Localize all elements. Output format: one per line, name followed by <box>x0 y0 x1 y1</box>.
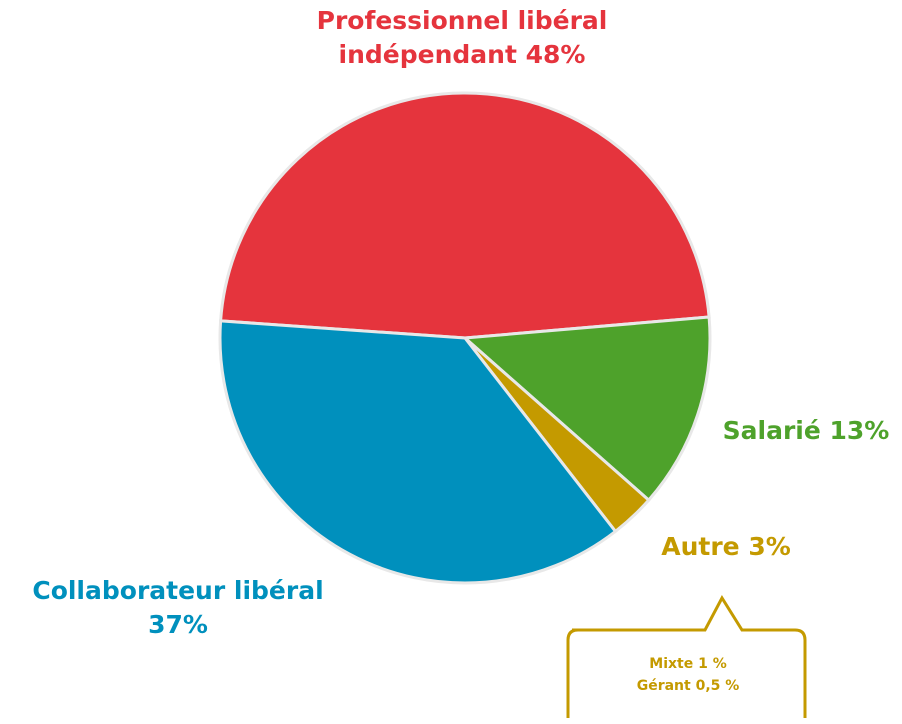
pie-slice <box>218 319 618 585</box>
value-label: 48% <box>525 40 586 69</box>
slice-label: Collaborateur libéral 37% <box>8 574 348 642</box>
slice-label: Professionnel libéral indépendant 48% <box>302 4 622 72</box>
value-label: 37% <box>148 610 208 639</box>
category-label: Professionnel libéral indépendant <box>316 6 608 69</box>
pie <box>218 91 712 585</box>
category-label: Salarié <box>722 416 821 445</box>
slice-label: Autre 3% <box>626 530 826 564</box>
slice-label: Salarié 13% <box>706 414 902 448</box>
callout-box <box>566 595 807 718</box>
category-label: Collaborateur libéral <box>32 576 324 605</box>
value-label: 3% <box>748 532 791 561</box>
pie-slice <box>218 91 711 340</box>
value-label: 13% <box>829 416 890 445</box>
category-label: Autre <box>661 532 740 561</box>
pie-slice <box>461 315 712 503</box>
annotation: Gérant 0,5 % <box>637 678 740 694</box>
annotation: Mixte 1 % <box>649 656 726 672</box>
